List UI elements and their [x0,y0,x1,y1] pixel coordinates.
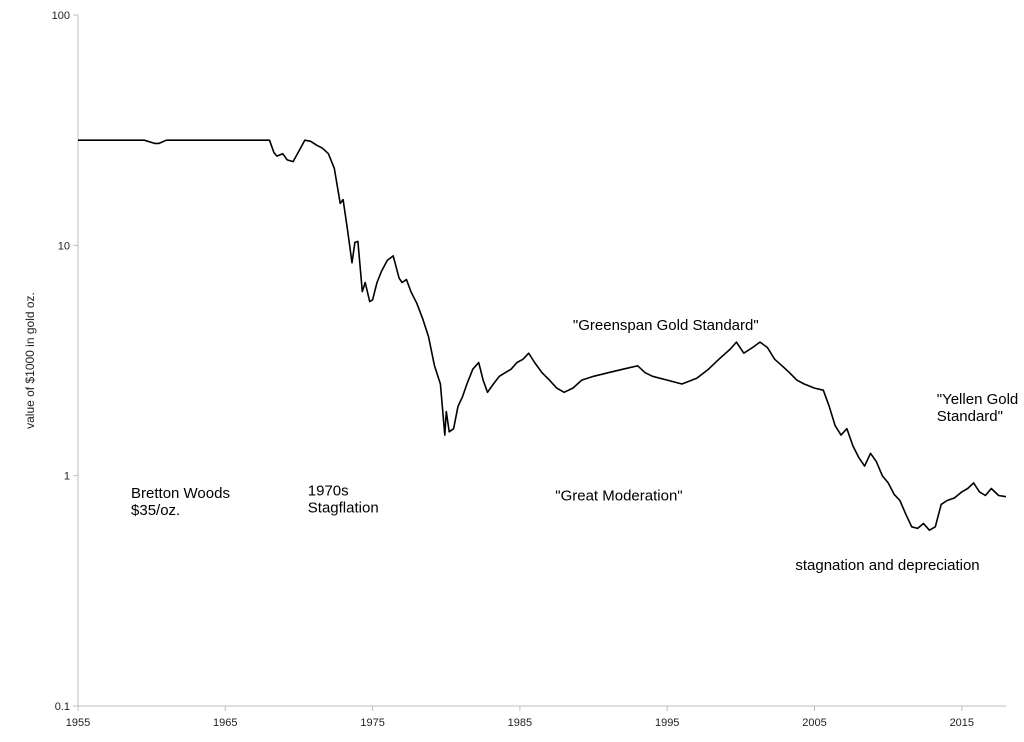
annotation-label: "Great Moderation" [555,488,682,505]
x-tick-label: 2015 [950,717,974,729]
y-axis-label: value of $1000 in gold oz. [23,292,37,429]
x-tick-label: 2005 [802,717,826,729]
annotation-line: stagnation and depreciation [795,557,979,574]
annotation-label: "Yellen Gold Standard" [937,391,1019,425]
y-tick-label: 1 [64,471,70,483]
x-axis: 1955 1965 1975 1985 1995 2005 2015 [66,705,1006,729]
x-tick-label: 1965 [213,717,237,729]
y-tick-label: 10 [58,240,70,252]
x-tick-label: 1975 [360,717,384,729]
y-tick-labels: 0.1 1 10 100 [52,10,78,713]
y-axis: value of $1000 in gold oz. 0.1 1 10 100 [23,10,79,713]
annotation-line: "Greenspan Gold Standard" [573,317,759,334]
series-group [78,139,1007,531]
annotation-line: "Yellen Gold [937,391,1019,408]
annotation-label: 1970s Stagflation [308,483,379,517]
x-tick-labels: 1955 1965 1975 1985 1995 2005 2015 [66,706,974,729]
annotation-line: 1970s [308,483,349,500]
annotation-line: Stagflation [308,500,379,517]
x-tick-label: 1995 [655,717,679,729]
series-line [78,139,1007,531]
x-tick-label: 1985 [508,717,532,729]
y-tick-label: 0.1 [55,701,70,713]
annotation-label: Bretton Woods $35/oz. [131,485,230,519]
annotation-line: $35/oz. [131,502,180,519]
annotation-label: "Greenspan Gold Standard" [573,317,759,334]
x-tick-label: 1955 [66,717,90,729]
annotation-line: Bretton Woods [131,485,230,502]
y-tick-label: 100 [52,10,70,22]
annotation-line: Standard" [937,408,1003,425]
annotations: Bretton Woods $35/oz. 1970s Stagflation "Gre… [131,317,1018,574]
annotation-line: "Great Moderation" [555,488,682,505]
annotation-label: stagnation and depreciation [795,557,979,574]
